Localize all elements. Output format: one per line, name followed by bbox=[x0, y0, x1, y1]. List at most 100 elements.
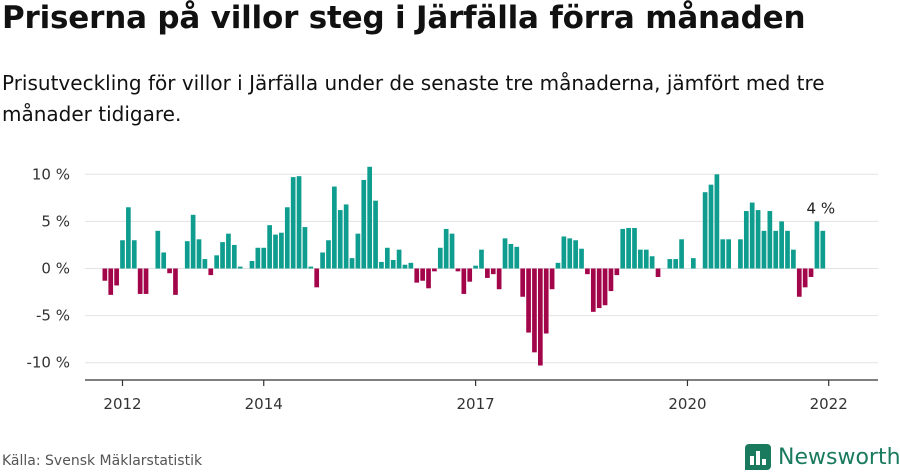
x-tick-label: 2014 bbox=[245, 395, 283, 413]
bar bbox=[643, 249, 649, 269]
y-tick-label: 10 % bbox=[32, 165, 70, 183]
bar bbox=[102, 268, 108, 281]
bar bbox=[632, 227, 637, 269]
bar bbox=[326, 240, 331, 269]
bar bbox=[226, 233, 231, 269]
bar bbox=[743, 211, 749, 269]
bar bbox=[537, 268, 543, 366]
bar bbox=[626, 227, 631, 269]
y-tick-label: -5 % bbox=[36, 307, 70, 325]
last-value-label: 4 % bbox=[807, 199, 836, 217]
bar bbox=[296, 176, 302, 269]
bar bbox=[208, 268, 214, 276]
bar bbox=[314, 268, 320, 288]
bar bbox=[573, 240, 578, 269]
bar bbox=[173, 268, 178, 295]
bar bbox=[290, 177, 296, 269]
bar bbox=[220, 242, 225, 269]
bar bbox=[549, 268, 555, 290]
bar bbox=[473, 265, 478, 269]
bar bbox=[402, 264, 408, 269]
bar bbox=[802, 268, 808, 288]
bar bbox=[761, 230, 767, 269]
y-axis-ticks: 10 % 5 % 0 % -5 % -10 % bbox=[26, 165, 70, 371]
bar bbox=[514, 246, 520, 269]
bar bbox=[449, 233, 455, 269]
bar bbox=[255, 247, 261, 269]
brand-logo[interactable]: Newsworthy bbox=[745, 442, 900, 472]
bar bbox=[367, 166, 373, 269]
bar bbox=[131, 240, 137, 269]
bar bbox=[379, 261, 384, 269]
bar bbox=[720, 239, 726, 269]
bar bbox=[320, 252, 325, 269]
bar bbox=[673, 259, 679, 269]
bar bbox=[284, 207, 290, 269]
chart-subtitle: Prisutveckling för villor i Järfälla und… bbox=[2, 71, 825, 126]
bar bbox=[567, 238, 573, 269]
bar bbox=[231, 244, 237, 269]
bar bbox=[443, 228, 449, 269]
bar bbox=[461, 268, 467, 294]
bar bbox=[261, 247, 267, 269]
bar bbox=[332, 186, 337, 269]
bar bbox=[638, 249, 643, 269]
bar bbox=[808, 268, 814, 277]
bar bbox=[590, 268, 596, 312]
bar bbox=[714, 174, 720, 269]
brand-name: Newsworthy bbox=[778, 444, 900, 470]
bar bbox=[355, 233, 361, 269]
bar bbox=[820, 230, 826, 269]
bar bbox=[155, 230, 161, 269]
bar bbox=[755, 210, 761, 269]
bar bbox=[602, 268, 608, 306]
bar bbox=[667, 259, 673, 269]
bar bbox=[726, 239, 731, 269]
bar bbox=[679, 239, 684, 269]
bar bbox=[502, 238, 508, 269]
newsworthy-logo-icon bbox=[745, 444, 771, 470]
bar bbox=[620, 228, 626, 269]
y-tick-label: 5 % bbox=[41, 212, 70, 230]
bar bbox=[455, 268, 461, 272]
y-tick-label: -10 % bbox=[26, 354, 70, 372]
bar bbox=[237, 266, 243, 269]
bar bbox=[614, 268, 620, 276]
bar bbox=[608, 268, 614, 292]
x-tick-label: 2022 bbox=[810, 395, 848, 413]
bar bbox=[749, 202, 755, 269]
bar bbox=[161, 252, 167, 269]
bar bbox=[273, 234, 278, 269]
bar bbox=[408, 262, 414, 269]
bar bbox=[738, 239, 743, 269]
bar bbox=[390, 260, 396, 269]
bar bbox=[373, 200, 378, 269]
bar bbox=[196, 239, 202, 269]
bar bbox=[190, 214, 196, 269]
bar bbox=[108, 268, 114, 295]
bar bbox=[126, 207, 131, 269]
bar bbox=[579, 248, 584, 269]
bar bbox=[796, 268, 802, 297]
bar bbox=[167, 268, 172, 274]
bar bbox=[396, 249, 402, 269]
bar bbox=[361, 179, 367, 269]
bar bbox=[214, 255, 220, 269]
bar bbox=[420, 268, 425, 281]
bar bbox=[596, 268, 602, 309]
y-tick-label: 0 % bbox=[41, 260, 70, 278]
x-tick-label: 2017 bbox=[457, 395, 495, 413]
bar bbox=[585, 268, 590, 275]
bar bbox=[649, 256, 655, 269]
bar bbox=[426, 268, 431, 289]
x-tick-label: 2020 bbox=[668, 395, 706, 413]
bar bbox=[279, 232, 284, 269]
bar bbox=[479, 249, 484, 269]
bar bbox=[490, 268, 496, 275]
bar bbox=[702, 192, 708, 269]
bars bbox=[102, 166, 826, 366]
bar bbox=[120, 240, 125, 269]
bar bbox=[384, 247, 390, 269]
bar bbox=[437, 247, 443, 269]
bar bbox=[184, 241, 190, 269]
